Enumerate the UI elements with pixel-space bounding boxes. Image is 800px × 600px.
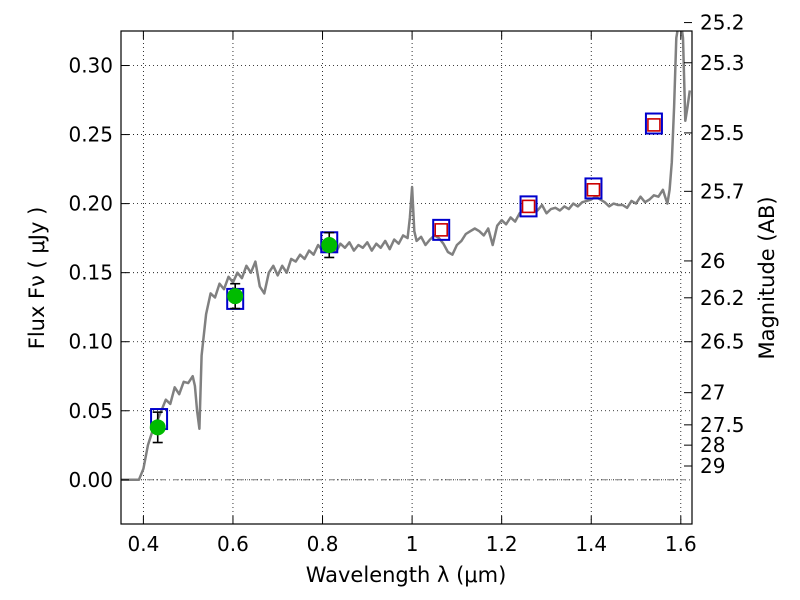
- model-photometry-marker: [432, 218, 451, 241]
- mag-tick-label: 25.5: [700, 121, 745, 145]
- upper-limit-marker: [434, 223, 449, 237]
- x-tick-label: 1.2: [486, 532, 518, 556]
- axis-ticks: 0.4 0.6 0.8 1 1.2 1.4 1.6 0.00 0.05 0.10 0.15 0.20 0…: [68, 11, 744, 556]
- x-tick-label: 0.4: [127, 532, 159, 556]
- x-tick-label: 1: [406, 532, 419, 556]
- mag-tick-label: 26.5: [700, 330, 745, 354]
- x-tick-label: 1.4: [575, 532, 607, 556]
- y-tick-label: 0.15: [68, 261, 113, 285]
- y-tick-label: 0.20: [68, 192, 113, 216]
- model-photometry-marker: [519, 195, 538, 218]
- y-axis-label: Flux Fν ( μJy ): [25, 207, 49, 350]
- y-tick-label: 0.05: [68, 399, 113, 423]
- upper-limit-marker: [586, 183, 601, 197]
- measured-photometry-marker: [321, 237, 338, 254]
- plot-frame: [120, 30, 693, 525]
- grid: [121, 31, 692, 524]
- x-axis-label: Wavelength λ (μm): [306, 563, 507, 587]
- mag-tick-label: 29: [700, 454, 725, 478]
- right-axis-label: Magnitude (AB): [755, 196, 779, 359]
- mag-tick-label: 25.2: [700, 11, 745, 35]
- mag-tick-label: 25.3: [700, 51, 745, 75]
- mag-tick-label: 28: [700, 433, 725, 457]
- plot-area: [121, 31, 692, 482]
- mag-tick-label: 26: [700, 249, 725, 273]
- x-tick-label: 0.8: [307, 532, 339, 556]
- x-tick-label: 1.6: [665, 532, 697, 556]
- model-spectrum-line: [121, 31, 692, 482]
- mag-tick-label: 27: [700, 381, 725, 405]
- mag-tick-label: 27.5: [700, 413, 745, 437]
- y-tick-label: 0.10: [68, 330, 113, 354]
- y-tick-label: 0.00: [68, 468, 113, 492]
- upper-limit-marker: [647, 118, 661, 132]
- model-photometry-marker: [584, 177, 603, 200]
- measured-photometry-marker: [149, 419, 166, 436]
- model-photometry-marker: [644, 112, 663, 135]
- y-tick-label: 0.30: [68, 54, 113, 78]
- x-tick-label: 0.6: [217, 532, 249, 556]
- mag-tick-label: 25.7: [700, 179, 745, 203]
- y-tick-label: 0.25: [68, 123, 113, 147]
- mag-tick-label: 26.2: [700, 286, 745, 310]
- upper-limit-marker: [521, 199, 536, 214]
- measured-photometry-marker: [227, 288, 244, 305]
